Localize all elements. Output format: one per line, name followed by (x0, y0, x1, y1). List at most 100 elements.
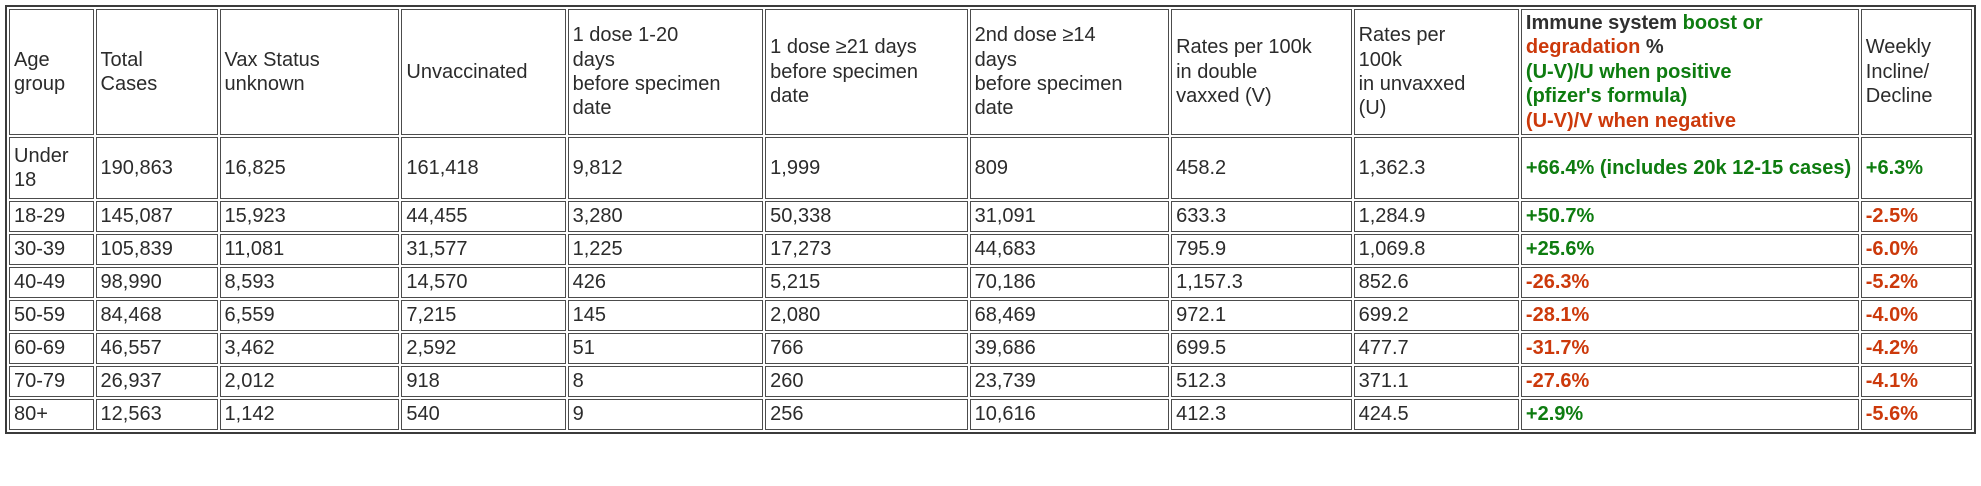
table-cell: 60-69 (9, 332, 94, 364)
column-header: Age group (9, 9, 94, 135)
column-header: Rates per 100k in double vaxxed (V) (1171, 9, 1352, 135)
table-cell: 44,683 (969, 233, 1170, 265)
header-segment: boost or (1682, 12, 1763, 34)
table-cell: 412.3 (1171, 398, 1352, 430)
table-body: Under 18 190,863 16,825 161,418 9,812 1,999 80… (9, 136, 1972, 430)
table-cell: 70,186 (969, 266, 1170, 298)
table-cell: 540 (401, 398, 566, 430)
column-header: Weekly Incline/ Decline (1860, 9, 1972, 135)
table-cell: 852.6 (1353, 266, 1519, 298)
table-row: 70-79 26,937 2,012 918 8 260 23,739 512.3 371.1-… (9, 365, 1972, 397)
table-cell: 633.3 (1171, 200, 1352, 232)
table-cell: 105,839 (95, 233, 218, 265)
table-cell: 15,923 (219, 200, 400, 232)
table-cell: 23,739 (969, 365, 1170, 397)
table-cell: 2,592 (401, 332, 566, 364)
column-header: 1 dose 1-20 days before specimen date (567, 9, 764, 135)
table-cell: 11,081 (219, 233, 400, 265)
table-cell: 17,273 (765, 233, 968, 265)
table-cell: 2,080 (765, 299, 968, 331)
vax-rates-table: Age group Total Cases Vax Status unknown Un… (5, 5, 1976, 434)
table-cell: +66.4% (includes 20k 12-15 cases) (1520, 136, 1859, 199)
table-cell: 50,338 (765, 200, 968, 232)
table-cell: 1,142 (219, 398, 400, 430)
table-cell: 84,468 (95, 299, 218, 331)
table-cell: 31,091 (969, 200, 1170, 232)
table-cell: -4.2% (1860, 332, 1972, 364)
table-cell: 98,990 (95, 266, 218, 298)
table-cell: 14,570 (401, 266, 566, 298)
header-segment: (U-V)/U when positive (pfizer's formula) (1525, 60, 1732, 108)
table-cell: -5.6% (1860, 398, 1972, 430)
table-row: 60-69 46,557 3,462 2,592 51 766 39,686 699.5 477… (9, 332, 1972, 364)
table-cell: 6,559 (219, 299, 400, 331)
table-cell: 12,563 (95, 398, 218, 430)
table-cell: 8 (567, 365, 764, 397)
column-header: 1 dose ≥21 days before specimen date (765, 9, 968, 135)
table-cell: 1,069.8 (1353, 233, 1519, 265)
table-cell: -5.2% (1860, 266, 1972, 298)
table-cell: 699.2 (1353, 299, 1519, 331)
table-cell: 7,215 (401, 299, 566, 331)
table-cell: -27.6% (1520, 365, 1859, 397)
table-cell: -31.7% (1520, 332, 1859, 364)
table-cell: +6.3% (1860, 136, 1972, 199)
table-cell: 8,593 (219, 266, 400, 298)
column-header: Total Cases (95, 9, 218, 135)
table-cell: -26.3% (1520, 266, 1859, 298)
table-cell: 145,087 (95, 200, 218, 232)
table-cell: 145 (567, 299, 764, 331)
table-cell: -28.1% (1520, 299, 1859, 331)
table-cell: 39,686 (969, 332, 1170, 364)
table-row: 80+ 12,563 1,142 540 9 256 10,616 412.3 424.5 +2.… (9, 398, 1972, 430)
column-header: Immune system boost or degradation % (U-… (1520, 9, 1859, 135)
table-cell: +25.6% (1520, 233, 1859, 265)
table-cell: -2.5% (1860, 200, 1972, 232)
table-cell: 5,215 (765, 266, 968, 298)
table-cell: 26,937 (95, 365, 218, 397)
table-cell: 16,825 (219, 136, 400, 199)
table-cell: 31,577 (401, 233, 566, 265)
header-segment: Immune system (1525, 12, 1683, 34)
table-cell: 18-29 (9, 200, 94, 232)
table-cell: 51 (567, 332, 764, 364)
table-cell: 1,225 (567, 233, 764, 265)
column-header: 2nd dose ≥14 days before specimen date (969, 9, 1170, 135)
table-cell: 50-59 (9, 299, 94, 331)
table-cell: -4.0% (1860, 299, 1972, 331)
table-cell: 699.5 (1171, 332, 1352, 364)
table-row: Under 18 190,863 16,825 161,418 9,812 1,999 80… (9, 136, 1972, 199)
column-header: Unvaccinated (401, 9, 566, 135)
table-cell: 161,418 (401, 136, 566, 199)
column-header: Rates per 100k in unvaxxed (U) (1353, 9, 1519, 135)
table-cell: -6.0% (1860, 233, 1972, 265)
table-cell: 46,557 (95, 332, 218, 364)
table-cell: 70-79 (9, 365, 94, 397)
table-cell: 80+ (9, 398, 94, 430)
table-cell: 424.5 (1353, 398, 1519, 430)
table-cell: 9,812 (567, 136, 764, 199)
table-cell: +2.9% (1520, 398, 1859, 430)
table-row: 18-29 145,087 15,923 44,455 3,280 50,338 31,09… (9, 200, 1972, 232)
table-cell: 68,469 (969, 299, 1170, 331)
table-cell: 260 (765, 365, 968, 397)
table-cell: 1,157.3 (1171, 266, 1352, 298)
table-cell: 809 (969, 136, 1170, 199)
table-cell: 972.1 (1171, 299, 1352, 331)
table-row: 30-39 105,839 11,081 31,577 1,225 17,273 44,68… (9, 233, 1972, 265)
table-cell: 477.7 (1353, 332, 1519, 364)
table-cell: 2,012 (219, 365, 400, 397)
header-segment: % (1640, 36, 1664, 59)
table-cell: 3,462 (219, 332, 400, 364)
table-cell: 1,284.9 (1353, 200, 1519, 232)
table-cell: 10,616 (969, 398, 1170, 430)
table-cell: 40-49 (9, 266, 94, 298)
table-cell: +50.7% (1520, 200, 1859, 232)
table-row: 50-59 84,468 6,559 7,215 145 2,080 68,469 972.1… (9, 299, 1972, 331)
table-cell: Under 18 (9, 136, 94, 199)
header-segment: (U-V)/V when negative (1525, 109, 1736, 132)
table-cell: 512.3 (1171, 365, 1352, 397)
table-cell: 458.2 (1171, 136, 1352, 199)
table-cell: 1,362.3 (1353, 136, 1519, 199)
table-cell: 30-39 (9, 233, 94, 265)
